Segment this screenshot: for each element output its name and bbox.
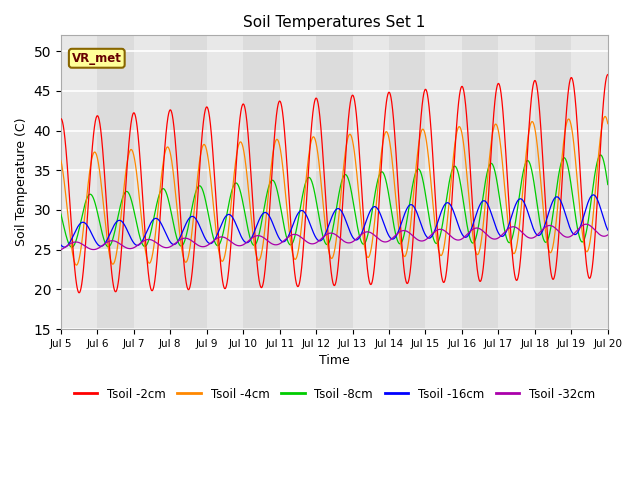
- Bar: [61, 36, 97, 329]
- Y-axis label: Soil Temperature (C): Soil Temperature (C): [15, 118, 28, 246]
- Bar: [572, 36, 608, 329]
- Bar: [426, 36, 462, 329]
- Bar: [207, 36, 243, 329]
- Text: VR_met: VR_met: [72, 52, 122, 65]
- Title: Soil Temperatures Set 1: Soil Temperatures Set 1: [243, 15, 426, 30]
- Bar: [499, 36, 535, 329]
- Bar: [280, 36, 316, 329]
- Bar: [134, 36, 170, 329]
- Bar: [353, 36, 389, 329]
- Legend: Tsoil -2cm, Tsoil -4cm, Tsoil -8cm, Tsoil -16cm, Tsoil -32cm: Tsoil -2cm, Tsoil -4cm, Tsoil -8cm, Tsoi…: [69, 383, 600, 405]
- X-axis label: Time: Time: [319, 354, 349, 367]
